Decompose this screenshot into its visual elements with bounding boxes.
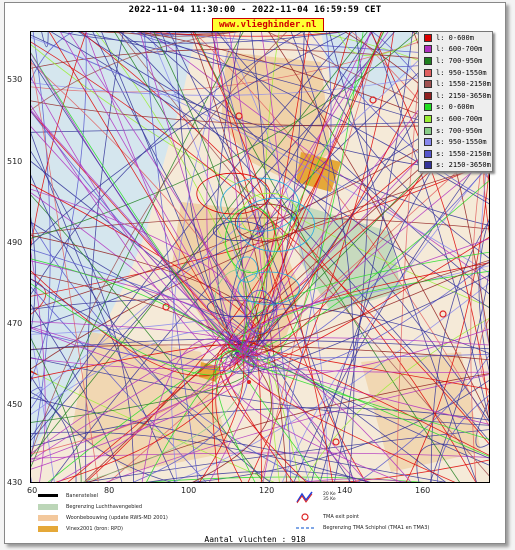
noise-contour-icon: [296, 491, 313, 503]
legend-label: s: 700-950m: [436, 126, 483, 135]
page-title: 2022-11-04 11:30:00 - 2022-11-04 16:59:5…: [128, 5, 382, 15]
legend-entry: s: 0-600m: [419, 102, 492, 114]
tma-boundary-icon: [296, 526, 314, 529]
map-key-item: Vinex2001 (bron: RPD): [38, 524, 123, 533]
map-key-label: 20 Ke 35 Ke: [323, 491, 336, 502]
map-key-item: Banenstelsel: [38, 491, 98, 500]
legend-entry: l: 700-950m: [419, 55, 492, 67]
map-key-label: TMA exit point: [323, 513, 360, 520]
legend-label: s: 950-1550m: [436, 138, 487, 147]
y-tick: 450: [7, 400, 23, 409]
map-key-item: Begrenzing Luchthavengebied: [38, 502, 142, 511]
legend-swatch: [424, 149, 432, 158]
legend-entry: s: 1550-2150m: [419, 148, 492, 160]
x-tick: 140: [337, 486, 353, 495]
urban-area: [71, 332, 231, 472]
legend-entry: s: 600-700m: [419, 113, 492, 125]
legend-label: s: 2150-3650m: [436, 161, 491, 170]
y-tick: 530: [7, 75, 23, 84]
brand-link[interactable]: www.vlieghinder.nl: [212, 18, 324, 32]
legend-swatch: [424, 161, 432, 170]
tma-exit-point: [332, 438, 340, 446]
map-key-item: TMA exit point: [295, 512, 359, 521]
map-key-label: Woonbebouwing (update RWS-MD 2001): [66, 514, 168, 521]
map-key-label: Banenstelsel: [66, 492, 99, 499]
map-key-item: Woonbebouwing (update RWS-MD 2001): [38, 513, 168, 522]
legend-swatch: [424, 126, 432, 135]
tma-exit-point: [235, 112, 243, 120]
map-key-label: Begrenzing TMA Schiphol (TMA1 en TMA3): [323, 524, 430, 531]
legend-label: l: 600-700m: [436, 45, 483, 54]
legend-swatch: [424, 80, 432, 89]
legend-entry: l: 0-600m: [419, 32, 492, 44]
legend-swatch: [424, 91, 432, 100]
x-tick: 60: [27, 486, 38, 495]
legend-swatch: [424, 56, 432, 65]
legend-swatch: [424, 103, 432, 112]
legend-swatch: [424, 68, 432, 77]
map-key-item: 20 Ke 35 Ke: [295, 491, 336, 503]
legend-label: s: 600-700m: [436, 114, 483, 123]
legend-entry: s: 2150-3650m: [419, 160, 492, 172]
legend-label: l: 0-600m: [436, 33, 474, 42]
x-tick: 100: [181, 486, 197, 495]
legend-label: l: 2150-3650m: [436, 91, 491, 100]
map-frame: 2022-11-04 11:30:00 - 2022-11-04 16:59:5…: [4, 2, 506, 544]
tma-exit-point: [369, 96, 377, 104]
map-canvas: [31, 32, 489, 482]
legend-label: l: 1550-2150m: [436, 80, 491, 89]
legend-label: s: 0-600m: [436, 103, 474, 112]
urban-area: [221, 52, 331, 182]
tma-exit-point: [162, 303, 170, 311]
legend-swatch: [424, 45, 432, 54]
map-key-item: Begrenzing TMA Schiphol (TMA1 en TMA3): [295, 523, 429, 532]
legend-swatch: [424, 33, 432, 42]
legend-swatch: [424, 114, 432, 123]
legend-entry: l: 2150-3650m: [419, 90, 492, 102]
legend-entry: l: 1550-2150m: [419, 78, 492, 90]
flight-count: Aantal vluchten : 918: [204, 535, 306, 544]
flight-tracks: [31, 32, 489, 482]
map-key-label: Vinex2001 (bron: RPD): [66, 525, 123, 532]
y-tick: 490: [7, 238, 23, 247]
map-key-label: Begrenzing Luchthavengebied: [66, 503, 143, 510]
legend-entry: l: 600-700m: [419, 44, 492, 56]
tma-exit-point: [247, 380, 251, 384]
x-tick: 80: [104, 486, 115, 495]
x-tick: 120: [259, 486, 275, 495]
flight-track-map[interactable]: [30, 31, 490, 483]
legend-entry: s: 950-1550m: [419, 136, 492, 148]
legend-entry: l: 950-1550m: [419, 67, 492, 79]
legend-label: l: 700-950m: [436, 56, 483, 65]
legend-label: s: 1550-2150m: [436, 149, 491, 158]
legend-label: l: 950-1550m: [436, 68, 487, 77]
legend-swatch: [424, 138, 432, 147]
tma-exit-point: [439, 310, 447, 318]
map-key: Banenstelsel Begrenzing Luchthavengebied…: [30, 486, 488, 536]
altitude-legend: l: 0-600m l: 600-700m l: 700-950m l: 950-15…: [418, 31, 493, 173]
y-tick: 470: [7, 319, 23, 328]
y-tick: 430: [7, 478, 23, 487]
exit-point-icon: [301, 512, 309, 521]
legend-entry: s: 700-950m: [419, 125, 492, 137]
y-tick: 510: [7, 157, 23, 166]
x-tick: 160: [415, 486, 431, 495]
